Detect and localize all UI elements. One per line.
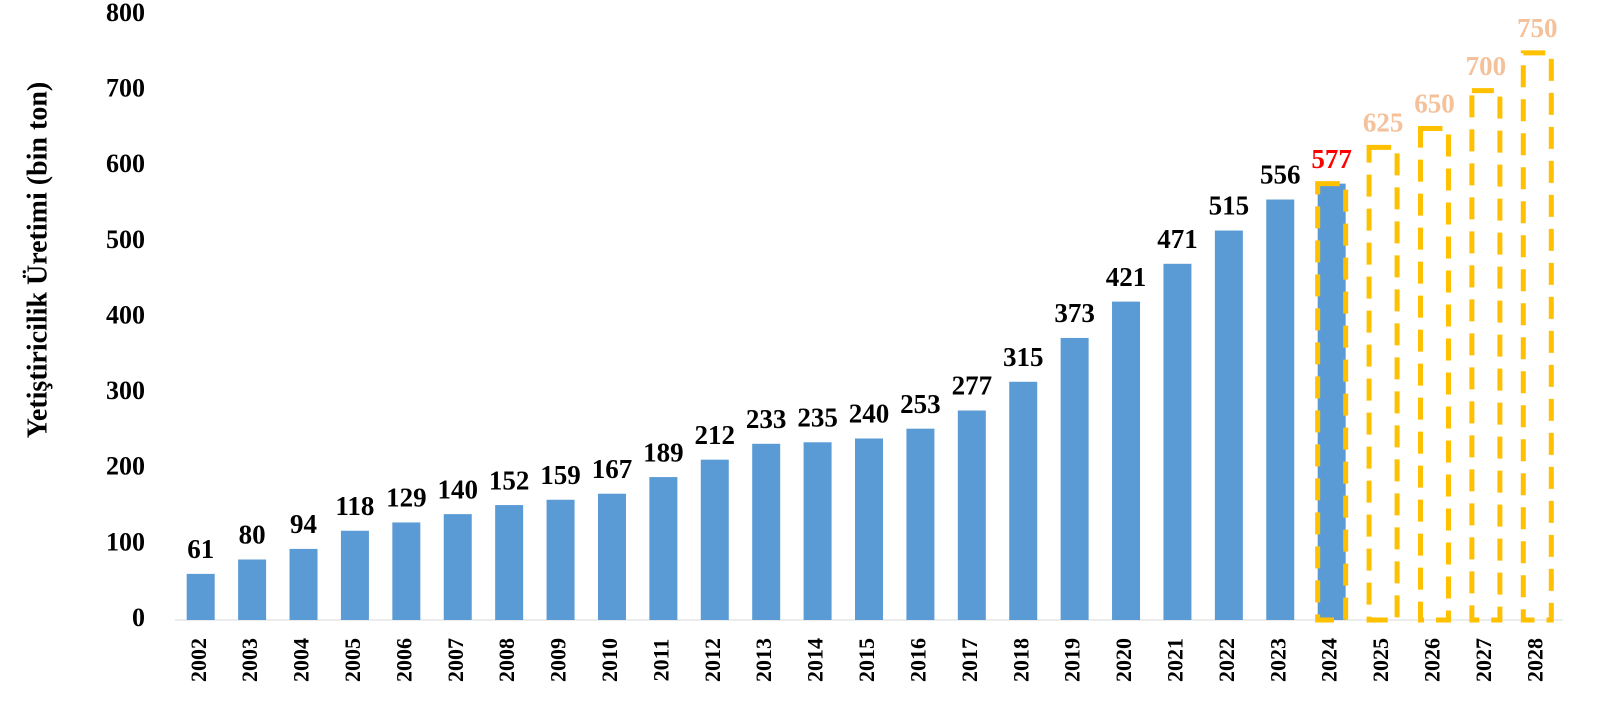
value-label: 471	[1157, 224, 1198, 254]
bar	[855, 438, 883, 620]
y-tick-label: 800	[106, 0, 145, 27]
value-label: 61	[187, 534, 214, 564]
bar	[495, 505, 524, 620]
value-label: 140	[437, 474, 478, 504]
bar	[443, 514, 472, 620]
value-label: 233	[746, 404, 787, 434]
value-label: 625	[1363, 108, 1404, 138]
bar	[1060, 337, 1089, 620]
bar	[289, 548, 318, 620]
y-tick-label: 100	[106, 527, 145, 556]
x-tick-label: 2013	[751, 638, 776, 682]
y-axis-label: Yetiştiricilik Üretimi (bin ton)	[22, 82, 53, 438]
x-tick-label: 2017	[957, 638, 982, 682]
value-label: 315	[1003, 342, 1044, 372]
bar	[1315, 181, 1349, 623]
bar	[649, 477, 678, 620]
x-tick-label: 2009	[546, 638, 571, 682]
x-tick-label: 2026	[1420, 638, 1445, 682]
bar	[392, 522, 421, 620]
value-label: 277	[952, 371, 993, 401]
x-tick-label: 2014	[803, 638, 828, 682]
bar	[1520, 50, 1554, 623]
value-label: 515	[1209, 191, 1250, 221]
y-tick-label: 700	[106, 74, 145, 103]
x-tick-label: 2018	[1008, 638, 1033, 682]
value-label: 750	[1517, 13, 1558, 43]
x-tick-label: 2012	[700, 638, 725, 682]
x-tick-label: 2010	[597, 638, 622, 682]
bar	[597, 493, 626, 620]
bar	[546, 499, 575, 620]
bar	[1469, 88, 1503, 623]
x-tick-label: 2003	[237, 638, 262, 682]
bar	[1009, 381, 1038, 620]
bar	[1417, 125, 1451, 623]
x-tick-label: 2019	[1060, 638, 1085, 682]
x-tick-label: 2020	[1111, 638, 1136, 682]
x-tick-label: 2028	[1522, 638, 1547, 682]
x-tick-label: 2002	[186, 638, 211, 682]
x-tick-label: 2024	[1317, 638, 1342, 682]
x-tick-label: 2023	[1265, 638, 1290, 682]
bar	[340, 530, 369, 620]
y-tick-label: 400	[106, 300, 145, 329]
x-tick-label: 2005	[340, 638, 365, 682]
x-tick-label: 2008	[494, 638, 519, 682]
bar	[186, 573, 215, 620]
y-tick-label: 300	[106, 376, 145, 405]
bar	[1266, 199, 1295, 620]
x-tick-label: 2015	[854, 638, 879, 682]
bar	[1214, 230, 1243, 620]
value-label: 373	[1054, 298, 1095, 328]
x-tick-label: 2027	[1471, 638, 1496, 682]
value-label: 212	[695, 420, 736, 450]
bar	[906, 428, 935, 620]
value-label: 577	[1311, 144, 1352, 174]
value-label: 650	[1414, 89, 1455, 119]
bar	[1112, 301, 1141, 620]
x-tick-label: 2006	[391, 638, 416, 682]
x-tick-label: 2011	[648, 639, 673, 682]
y-tick-label: 0	[132, 603, 145, 632]
x-tick-label: 2022	[1214, 638, 1239, 682]
bar	[700, 459, 729, 620]
x-tick-label: 2004	[289, 638, 314, 682]
bar	[803, 442, 832, 620]
x-tick-label: 2021	[1162, 638, 1187, 682]
bar	[752, 443, 781, 620]
bar	[1366, 144, 1400, 623]
value-label: 118	[335, 491, 374, 521]
bar	[238, 559, 267, 620]
value-label: 189	[643, 437, 684, 467]
value-label: 167	[592, 454, 633, 484]
bar	[1163, 263, 1192, 620]
value-label: 240	[849, 399, 890, 429]
value-label: 129	[386, 483, 427, 513]
value-label: 421	[1106, 262, 1147, 292]
value-label: 253	[900, 389, 941, 419]
x-tick-label: 2016	[905, 638, 930, 682]
x-tick-label: 2025	[1368, 638, 1393, 682]
value-label: 80	[239, 520, 266, 550]
value-label: 235	[797, 402, 838, 432]
value-label: 556	[1260, 160, 1301, 190]
value-label: 94	[290, 509, 317, 539]
x-tick-label: 2007	[443, 638, 468, 682]
y-tick-label: 500	[106, 225, 145, 254]
value-label: 159	[540, 460, 581, 490]
value-label: 152	[489, 465, 530, 495]
bar	[957, 410, 986, 620]
y-tick-label: 200	[106, 452, 145, 481]
y-tick-label: 600	[106, 149, 145, 178]
value-label: 700	[1466, 51, 1507, 81]
